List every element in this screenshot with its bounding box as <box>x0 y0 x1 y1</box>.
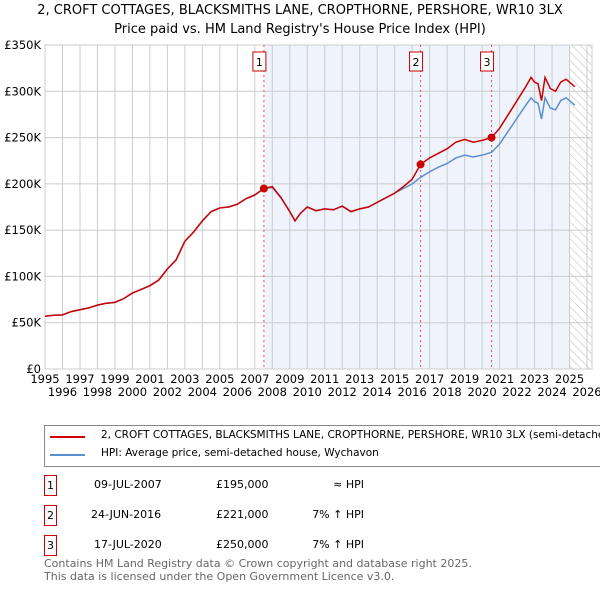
sale-marker-label: 1 <box>256 56 263 69</box>
x-tick-label: 2021 <box>485 372 514 386</box>
x-tick-label: 2016 <box>398 385 427 399</box>
sale-row: 2 24-JUN-2016 £221,000 7% ↑ HPI <box>44 505 374 526</box>
x-tick-label: 2013 <box>345 372 374 386</box>
y-tick-label: £250K <box>4 131 41 145</box>
legend-label-property: 2, CROFT COTTAGES, BLACKSMITHS LANE, CRO… <box>101 429 600 441</box>
x-tick-label: 1995 <box>30 372 59 386</box>
x-tick-label: 2000 <box>118 385 147 399</box>
sale-date: 09-JUL-2007 <box>94 478 162 491</box>
x-tick-label: 2023 <box>520 372 549 386</box>
sale-marker-label: 2 <box>413 56 420 69</box>
forecast-hatch <box>569 45 592 369</box>
sale-marker-label: 3 <box>484 56 491 69</box>
chart-title: 2, CROFT COTTAGES, BLACKSMITHS LANE, CRO… <box>37 3 563 18</box>
x-tick-label: 2009 <box>275 372 304 386</box>
sale-row: 1 09-JUL-2007 £195,000 ≈ HPI <box>44 475 374 496</box>
x-tick-label: 2008 <box>258 385 287 399</box>
x-tick-label: 2012 <box>328 385 357 399</box>
legend-label-hpi: HPI: Average price, semi-detached house,… <box>101 447 379 459</box>
sale-price: £250,000 <box>216 538 269 551</box>
sale-date: 17-JUL-2020 <box>94 538 162 551</box>
x-tick-label: 2007 <box>240 372 269 386</box>
sale-row: 3 17-JUL-2020 £250,000 7% ↑ HPI <box>44 535 374 556</box>
x-tick-label: 1996 <box>48 385 77 399</box>
legend: 2, CROFT COTTAGES, BLACKSMITHS LANE, CRO… <box>44 425 600 467</box>
sale-price: £221,000 <box>216 508 269 521</box>
property-price-line <box>44 74 576 317</box>
chart-subtitle: Price paid vs. HM Land Registry's House … <box>114 22 486 37</box>
footer-line-1: Contains HM Land Registry data © Crown c… <box>44 557 472 570</box>
y-tick-label: £50K <box>12 316 42 330</box>
footer-line-2: This data is licensed under the Open Gov… <box>44 570 395 583</box>
x-tick-label: 2005 <box>205 372 234 386</box>
x-tick-label: 1999 <box>100 372 129 386</box>
sale-marker-box <box>252 51 267 72</box>
sale-number: 2 <box>44 505 57 526</box>
sale-marker-box <box>409 51 424 72</box>
x-tick-label: 2011 <box>310 372 339 386</box>
price-chart: 1995199619971998199920002001200220032004… <box>4 38 600 399</box>
footer: Contains HM Land Registry data © Crown c… <box>44 557 472 583</box>
y-tick-label: £350K <box>4 38 41 52</box>
y-tick-label: £150K <box>4 223 41 237</box>
x-tick-label: 2001 <box>135 372 164 386</box>
x-tick-label: 2015 <box>380 372 409 386</box>
sale-vs-hpi: 7% ↑ HPI <box>312 538 364 551</box>
x-tick-label: 1998 <box>83 385 112 399</box>
x-tick-label: 2006 <box>223 385 252 399</box>
plot-frame <box>44 44 593 370</box>
sale-number: 1 <box>44 475 57 496</box>
x-tick-label: 2025 <box>555 372 584 386</box>
x-tick-label: 2026 <box>572 385 600 399</box>
shaded-region <box>263 45 570 369</box>
x-tick-label: 2019 <box>450 372 479 386</box>
x-tick-label: 2018 <box>432 385 461 399</box>
x-tick-label: 2022 <box>502 385 531 399</box>
sale-point <box>416 160 425 169</box>
x-tick-label: 2004 <box>188 385 217 399</box>
x-tick-label: 2020 <box>467 385 496 399</box>
x-tick-label: 2014 <box>363 385 392 399</box>
x-tick-label: 2010 <box>293 385 322 399</box>
sale-vs-hpi: ≈ HPI <box>333 478 364 491</box>
sale-point <box>487 133 496 142</box>
x-tick-label: 2024 <box>537 385 566 399</box>
x-tick-label: 2017 <box>415 372 444 386</box>
sale-price: £195,000 <box>216 478 269 491</box>
x-tick-label: 2003 <box>170 372 199 386</box>
sale-vs-hpi: 7% ↑ HPI <box>312 508 364 521</box>
y-tick-label: £300K <box>4 84 41 98</box>
y-tick-label: £0 <box>26 362 41 376</box>
y-tick-label: £100K <box>4 269 41 283</box>
sale-marker-box <box>480 51 495 72</box>
sale-date: 24-JUN-2016 <box>91 508 162 521</box>
x-tick-label: 2002 <box>153 385 182 399</box>
y-tick-label: £200K <box>4 177 41 191</box>
x-tick-label: 1997 <box>65 372 94 386</box>
sale-number: 3 <box>44 535 57 556</box>
sale-point <box>259 184 268 193</box>
